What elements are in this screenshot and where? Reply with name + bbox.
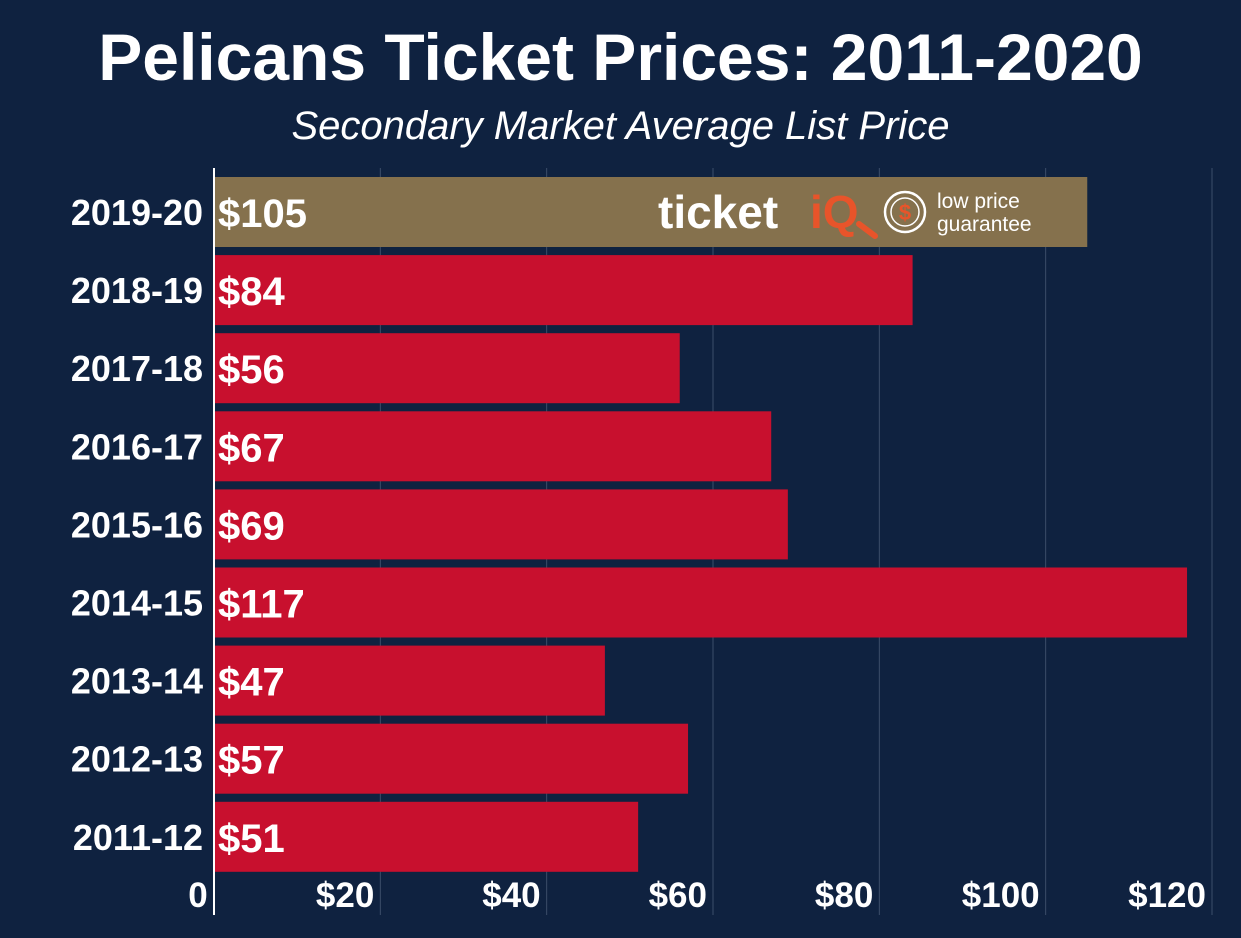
chart-title: Pelicans Ticket Prices: 2011-2020 bbox=[98, 20, 1143, 94]
value-label: $47 bbox=[218, 661, 285, 705]
logo-tagline-line1: low price bbox=[937, 190, 1020, 213]
category-label: 2016-17 bbox=[71, 426, 203, 467]
value-label: $117 bbox=[218, 583, 305, 627]
value-label: $67 bbox=[218, 426, 285, 470]
category-labels: 2019-20 2018-19 2017-18 2016-17 2015-16 2014-… bbox=[71, 192, 203, 858]
category-label: 2018-19 bbox=[71, 270, 203, 311]
category-label: 2011-12 bbox=[73, 817, 203, 858]
dollar-badge-icon: $ bbox=[883, 190, 927, 234]
logo-tagline-line2: guarantee bbox=[937, 213, 1032, 236]
logo-brand-text: ticket bbox=[658, 186, 778, 238]
svg-text:$: $ bbox=[899, 200, 911, 225]
bar bbox=[214, 177, 1088, 247]
x-tick-label: $80 bbox=[815, 876, 873, 915]
x-tick-label: $40 bbox=[482, 876, 540, 915]
x-tick-label: $60 bbox=[649, 876, 707, 915]
category-label: 2019-20 bbox=[71, 192, 203, 233]
bar bbox=[214, 567, 1188, 638]
bar bbox=[214, 723, 689, 794]
value-labels: $105 $84 $56 $67 $69 $117 $47 $57 $51 bbox=[218, 192, 307, 861]
value-label: $56 bbox=[218, 348, 285, 392]
x-tick-labels: 0 $20 $40 $60 $80 $100 $120 bbox=[188, 876, 1206, 915]
bar bbox=[214, 255, 913, 326]
chart-subtitle: Secondary Market Average List Price bbox=[291, 104, 950, 148]
value-label: $51 bbox=[218, 817, 285, 861]
category-label: 2017-18 bbox=[71, 348, 203, 389]
x-tick-label: 0 bbox=[188, 876, 207, 915]
bars bbox=[214, 177, 1188, 872]
value-label: $57 bbox=[218, 739, 285, 783]
value-label: $69 bbox=[218, 504, 285, 548]
bar bbox=[214, 411, 772, 482]
logo-brand-accent: iQ bbox=[810, 186, 859, 238]
category-label: 2012-13 bbox=[71, 739, 203, 780]
category-label: 2013-14 bbox=[71, 661, 203, 702]
value-label: $105 bbox=[218, 192, 307, 236]
category-label: 2014-15 bbox=[71, 583, 203, 624]
category-label: 2015-16 bbox=[71, 504, 203, 545]
x-tick-label: $120 bbox=[1128, 876, 1206, 915]
bar bbox=[214, 333, 680, 404]
x-tick-label: $20 bbox=[316, 876, 374, 915]
bar bbox=[214, 645, 605, 716]
magnifier-icon bbox=[856, 221, 878, 239]
bar bbox=[214, 489, 788, 560]
ticketiq-logo: ticket iQ $ low price guarantee bbox=[658, 186, 1032, 239]
x-tick-label: $100 bbox=[962, 876, 1040, 915]
value-label: $84 bbox=[218, 270, 285, 314]
bar bbox=[214, 801, 639, 872]
